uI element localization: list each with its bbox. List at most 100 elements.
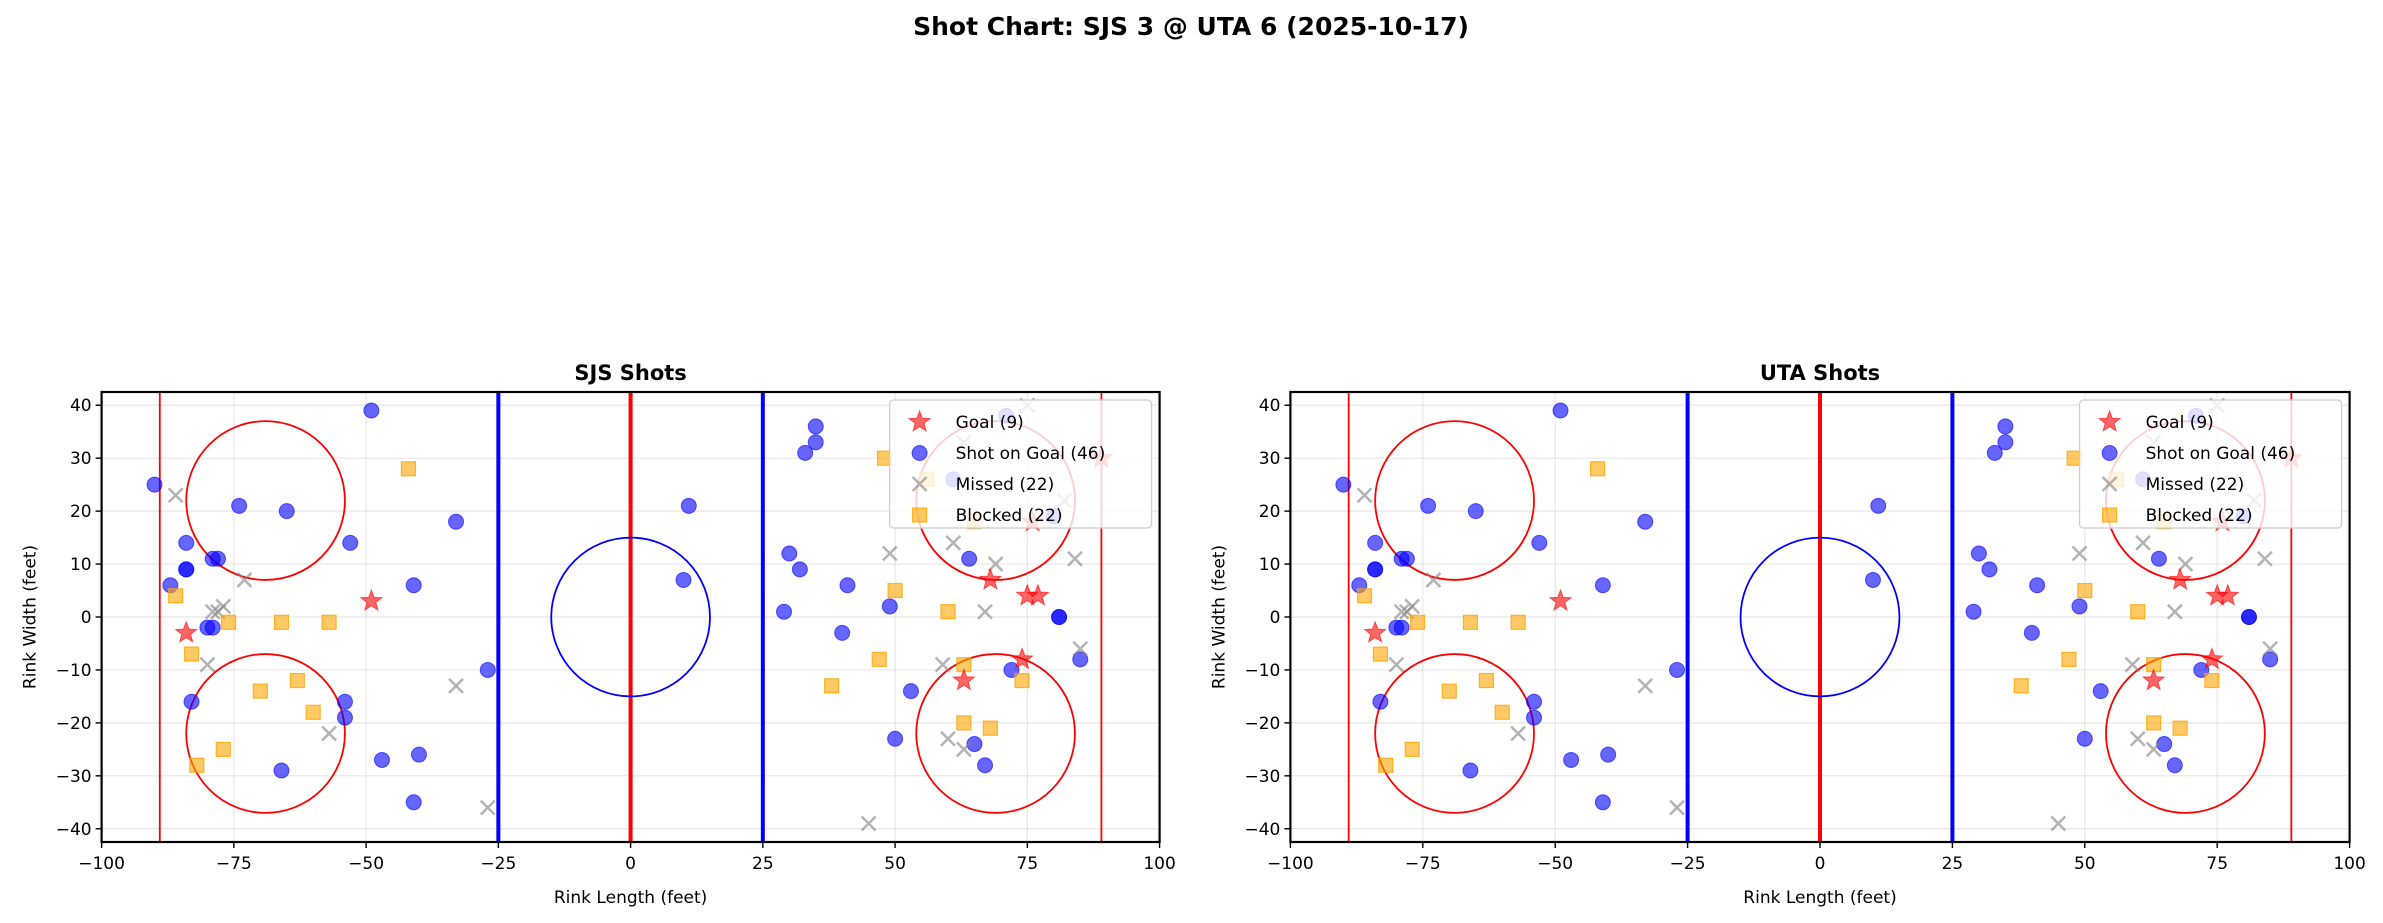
y-tick-label: −40 (56, 820, 92, 840)
x-tick-label: 25 (1942, 854, 1964, 874)
missed-point (2166, 603, 2183, 620)
missed-point (321, 725, 337, 742)
faceoff-circle (1374, 420, 1535, 581)
shot-on-goal-point (1335, 476, 1352, 493)
blocked-point (168, 588, 184, 604)
missed-point (945, 534, 962, 551)
y-tick-label: −10 (1245, 661, 1281, 681)
shot-on-goal-point (1997, 418, 2014, 435)
x-tick-label: −25 (1670, 854, 1706, 874)
shot-on-goal-point (363, 402, 380, 419)
y-tick-label: −20 (56, 714, 92, 734)
missed-point (934, 656, 951, 673)
shot-on-goal-point (1051, 609, 1068, 625)
goal-point (2215, 583, 2240, 606)
missed-point (199, 656, 216, 673)
shot-on-goal-point (2029, 577, 2046, 594)
shot-on-goal-point (797, 444, 814, 461)
goal-point (1548, 588, 1573, 612)
faceoff-circle (1374, 653, 1535, 814)
legend-marker-x (2101, 476, 2118, 492)
shot-on-goal-point (961, 550, 978, 567)
shot-on-goal-point (336, 693, 353, 710)
blocked-point (321, 614, 337, 630)
goal-point (2141, 668, 2166, 691)
blocked-point (824, 678, 840, 694)
blocked-point (305, 704, 321, 720)
blocked-point (2061, 651, 2077, 667)
blocked-point (183, 646, 200, 662)
missed-point (1067, 550, 1083, 567)
blocked-point (871, 651, 887, 667)
shot-on-goal-point (1986, 444, 2003, 461)
goal-point (2200, 646, 2224, 670)
missed-point (2256, 550, 2273, 567)
legend-label: Goal (9) (956, 413, 1024, 433)
y-tick-label: 40 (1259, 396, 1281, 416)
x-tick-label: 100 (2333, 854, 2365, 874)
x-tick-label: 50 (884, 854, 906, 874)
blocked-point (215, 741, 231, 757)
shot-on-goal-point (781, 545, 798, 562)
y-tick-label: 20 (70, 502, 92, 522)
x-tick-label: −75 (1405, 854, 1441, 874)
shot-on-goal-point (1420, 497, 1437, 514)
x-tick-label: −100 (1267, 854, 1314, 874)
blocked-point (1478, 672, 1494, 689)
missed-point (1393, 603, 1410, 620)
y-tick-label: 30 (70, 449, 92, 469)
subplot-title: SJS Shots (574, 361, 686, 385)
shot-on-goal-point (1367, 534, 1384, 551)
legend-marker-circle (2101, 445, 2118, 461)
missed-point (204, 603, 221, 620)
shot-on-goal-point (146, 476, 163, 493)
legend-marker-square (911, 507, 928, 523)
shot-on-goal-point (1981, 561, 1998, 578)
x-tick-label: 0 (1815, 854, 1826, 874)
shot-on-goal-point (1367, 561, 1384, 578)
shot-on-goal-point (1526, 693, 1543, 710)
x-tick-label: 0 (625, 854, 636, 874)
blocked-point (1441, 683, 1457, 699)
shot-on-goal-point (209, 550, 226, 567)
missed-point (1669, 799, 1685, 816)
blocked-point (1409, 614, 1426, 630)
shot-on-goal-point (204, 619, 221, 636)
y-tick-label: −30 (1245, 767, 1281, 787)
missed-point (977, 603, 993, 620)
shot-on-goal-point (1600, 746, 1617, 763)
goal-point (1010, 646, 1034, 670)
missed-point (881, 545, 898, 562)
shot-on-goal-point (405, 577, 422, 594)
shot-on-goal-point (2076, 730, 2093, 747)
missed-point (2071, 545, 2088, 562)
shot-on-goal-point (1669, 661, 1686, 678)
x-axis-label: Rink Length (feet) (554, 888, 707, 908)
missed-point (2135, 534, 2151, 551)
y-tick-label: −30 (56, 767, 92, 787)
shot-on-goal-point (680, 497, 697, 514)
blocked-point (1372, 646, 1389, 662)
shot-on-goal-point (966, 736, 983, 753)
blocked-point (2013, 678, 2029, 694)
missed-point (987, 556, 1004, 572)
shot-on-goal-point (1637, 513, 1654, 530)
shot-on-goal-point (2071, 598, 2088, 615)
legend: Goal (9) Shot on Goal (46) Missed (22) Bloc… (2079, 399, 2343, 529)
shot-on-goal-point (1594, 794, 1611, 811)
legend-label: Missed (22) (2146, 475, 2245, 495)
goal-point (978, 567, 1003, 590)
shot-on-goal-point (178, 561, 195, 578)
missed-point (2262, 640, 2279, 657)
shot-on-goal-point (1393, 619, 1410, 636)
blocked-point (1510, 614, 1526, 630)
x-tick-label: −50 (1537, 854, 1573, 874)
sjs-shots-plot: −100 −75 −50 −25 0 25 50 75 100−40−30−20−1001020… (21, 361, 1176, 908)
blocked-point (1014, 672, 1030, 689)
missed-point (167, 487, 184, 504)
y-tick-label: −40 (1245, 820, 1281, 840)
faceoff-circle (2105, 653, 2266, 814)
faceoff-circle (915, 653, 1076, 814)
missed-point (2124, 656, 2141, 673)
goal-point (359, 588, 384, 612)
